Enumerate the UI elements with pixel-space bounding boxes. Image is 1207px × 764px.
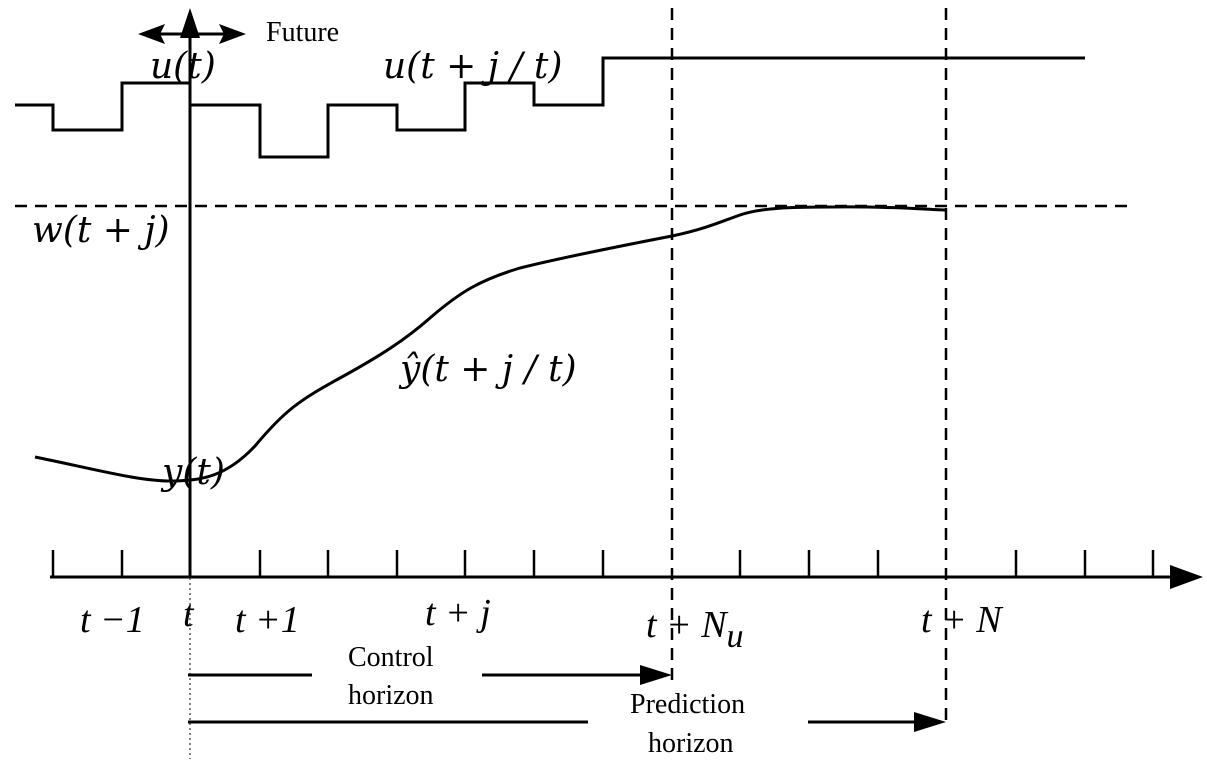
u-t-label: u(t) <box>150 46 216 87</box>
time-axis-arrow <box>1170 565 1203 589</box>
tick-label-t-plus-j: t + j <box>425 592 491 634</box>
u-future-label: u(t + j / t) <box>383 46 562 87</box>
control-horizon-label-line1: Control <box>348 642 434 673</box>
tick-label-t-plus-1: t +1 <box>235 599 300 641</box>
future-label: Future <box>266 17 339 48</box>
control-signal-stairs <box>15 56 1085 159</box>
control-horizon-label-line2: horizon <box>348 680 434 711</box>
future-arrow-left-head <box>138 24 165 44</box>
predicted-output-label: ŷ(t + j / t) <box>398 349 577 390</box>
present-time-axis-arrow <box>180 8 200 38</box>
current-output-label: y(t) <box>160 452 225 493</box>
future-arrow-right-head <box>219 24 246 44</box>
tick-label-t-plus-n: t + N <box>921 599 1004 641</box>
axis-ticks <box>51 550 1155 577</box>
tick-label-t-plus-nu: t + Nu <box>646 604 744 655</box>
tick-label-t-minus-1: t −1 <box>80 599 145 641</box>
tick-label-t: t <box>183 593 195 635</box>
control-horizon-arrow-head <box>640 665 672 685</box>
prediction-horizon-label-line2: horizon <box>648 728 734 759</box>
prediction-horizon-label-line1: Prediction <box>630 689 745 720</box>
prediction-horizon-arrow-head <box>914 712 946 732</box>
predicted-output-curve <box>34 205 947 483</box>
reference-label: w(t + j) <box>32 210 170 251</box>
